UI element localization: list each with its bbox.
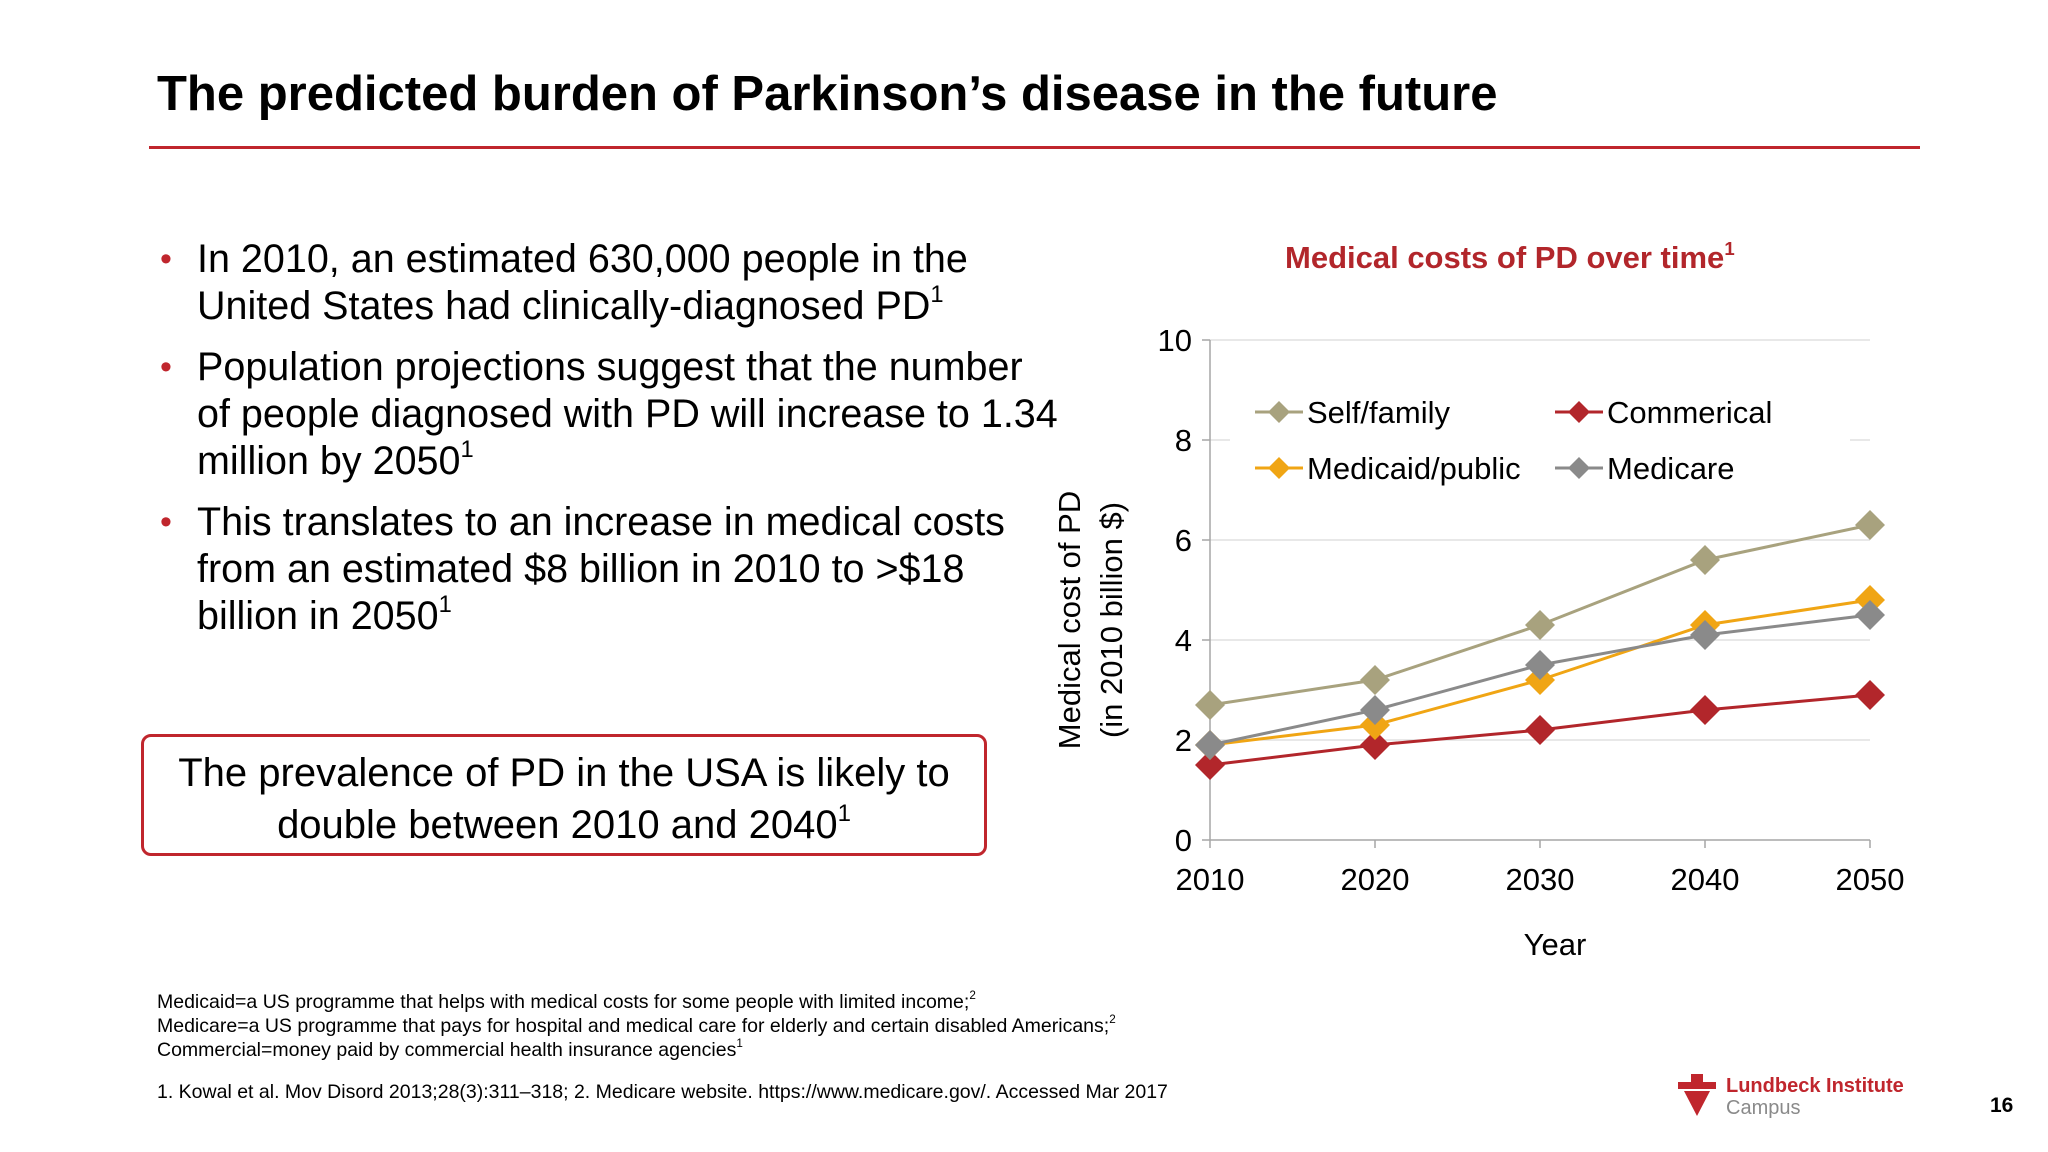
key-message-box: The prevalence of PD in the USA is likel… bbox=[141, 734, 987, 856]
footnote-citation: 2 bbox=[1109, 1013, 1116, 1027]
footnote-text: Medicaid=a US programme that helps with … bbox=[157, 991, 970, 1013]
data-point bbox=[1525, 715, 1555, 745]
y-axis-label: Medical cost of PD bbox=[1052, 491, 1087, 749]
x-tick-label: 2050 bbox=[1836, 862, 1905, 897]
legend-marker bbox=[1268, 401, 1290, 423]
key-message-text: The prevalence of PD in the USA is likel… bbox=[178, 751, 950, 847]
reference-list: 1. Kowal et al. Mov Disord 2013;28(3):31… bbox=[157, 1081, 1168, 1103]
page-number: 16 bbox=[1990, 1094, 2014, 1117]
footnotes: Medicaid=a US programme that helps with … bbox=[157, 990, 1116, 1062]
legend-marker bbox=[1568, 457, 1590, 479]
footnote-text: Medicare=a US programme that pays for ho… bbox=[157, 1015, 1110, 1037]
bullet-text: Population projections suggest that the … bbox=[197, 345, 1058, 483]
bullet-text: This translates to an increase in medica… bbox=[197, 500, 1005, 638]
y-axis-label: (in 2010 billion $) bbox=[1094, 502, 1129, 738]
x-axis-label: Year bbox=[1524, 927, 1587, 962]
footnote-citation: 2 bbox=[969, 989, 976, 1003]
data-point bbox=[1690, 620, 1720, 650]
data-point bbox=[1195, 750, 1225, 780]
title-divider bbox=[149, 146, 1920, 149]
bullet-item: • In 2010, an estimated 630,000 people i… bbox=[160, 236, 1060, 330]
logo-campus: Campus bbox=[1726, 1097, 1800, 1119]
data-point bbox=[1855, 510, 1885, 540]
legend-label: Commerical bbox=[1607, 395, 1772, 430]
footnote-medicaid: Medicaid=a US programme that helps with … bbox=[157, 990, 1116, 1014]
chart-title-text: Medical costs of PD over time bbox=[1285, 240, 1725, 275]
legend-label: Self/family bbox=[1307, 395, 1450, 430]
footnote-commercial: Commercial=money paid by commercial heal… bbox=[157, 1038, 1116, 1062]
data-point bbox=[1855, 680, 1885, 710]
legend-marker bbox=[1268, 457, 1290, 479]
footnote-medicare: Medicare=a US programme that pays for ho… bbox=[157, 1014, 1116, 1038]
bullet-citation: 1 bbox=[930, 282, 944, 309]
bullet-item: • Population projections suggest that th… bbox=[160, 344, 1060, 485]
bullet-list: • In 2010, an estimated 630,000 people i… bbox=[160, 236, 1060, 654]
key-message-citation: 1 bbox=[837, 800, 851, 828]
medical-costs-line-chart: 0 2 4 6 8 10 2010 2020 2030 2040 2050 Year Medical c… bbox=[1052, 323, 1905, 962]
data-point bbox=[1360, 730, 1390, 760]
bullet-marker: • bbox=[160, 240, 172, 278]
y-tick-label: 4 bbox=[1175, 623, 1192, 658]
data-point bbox=[1360, 695, 1390, 725]
x-tick-label: 2010 bbox=[1176, 862, 1245, 897]
data-point bbox=[1525, 650, 1555, 680]
y-tick-label: 10 bbox=[1158, 323, 1192, 358]
chart-title: Medical costs of PD over time1 bbox=[1285, 237, 1735, 276]
legend-label: Medicaid/public bbox=[1307, 451, 1521, 486]
bullet-marker: • bbox=[160, 348, 172, 386]
x-tick-label: 2020 bbox=[1341, 862, 1410, 897]
footnote-text: Commercial=money paid by commercial heal… bbox=[157, 1039, 737, 1061]
y-tick-label: 0 bbox=[1175, 823, 1192, 858]
chart-title-citation: 1 bbox=[1724, 237, 1735, 259]
x-tick-label: 2040 bbox=[1671, 862, 1740, 897]
lundbeck-logo: Lundbeck Institute Campus bbox=[1678, 1074, 1904, 1119]
legend-marker bbox=[1568, 401, 1590, 423]
data-point bbox=[1855, 600, 1885, 630]
slide-title: The predicted burden of Parkinson’s dise… bbox=[157, 67, 1498, 121]
bullet-citation: 1 bbox=[438, 592, 452, 619]
y-tick-label: 8 bbox=[1175, 423, 1192, 458]
data-point bbox=[1690, 545, 1720, 575]
legend-box bbox=[1230, 385, 1850, 490]
y-tick-label: 6 bbox=[1175, 523, 1192, 558]
bullet-marker: • bbox=[160, 503, 172, 541]
lundbeck-logo-icon bbox=[1678, 1074, 1716, 1116]
legend-label: Medicare bbox=[1607, 451, 1735, 486]
x-tick-label: 2030 bbox=[1506, 862, 1575, 897]
bullet-item: • This translates to an increase in medi… bbox=[160, 499, 1060, 640]
bullet-citation: 1 bbox=[460, 437, 474, 464]
y-tick-label: 2 bbox=[1175, 723, 1192, 758]
footnote-citation: 1 bbox=[736, 1037, 743, 1051]
logo-name: Lundbeck Institute bbox=[1726, 1075, 1904, 1097]
data-point bbox=[1360, 665, 1390, 695]
data-point bbox=[1195, 730, 1225, 760]
bullet-text: In 2010, an estimated 630,000 people in … bbox=[197, 237, 968, 328]
data-point bbox=[1195, 690, 1225, 720]
data-point bbox=[1690, 695, 1720, 725]
data-point bbox=[1525, 610, 1555, 640]
